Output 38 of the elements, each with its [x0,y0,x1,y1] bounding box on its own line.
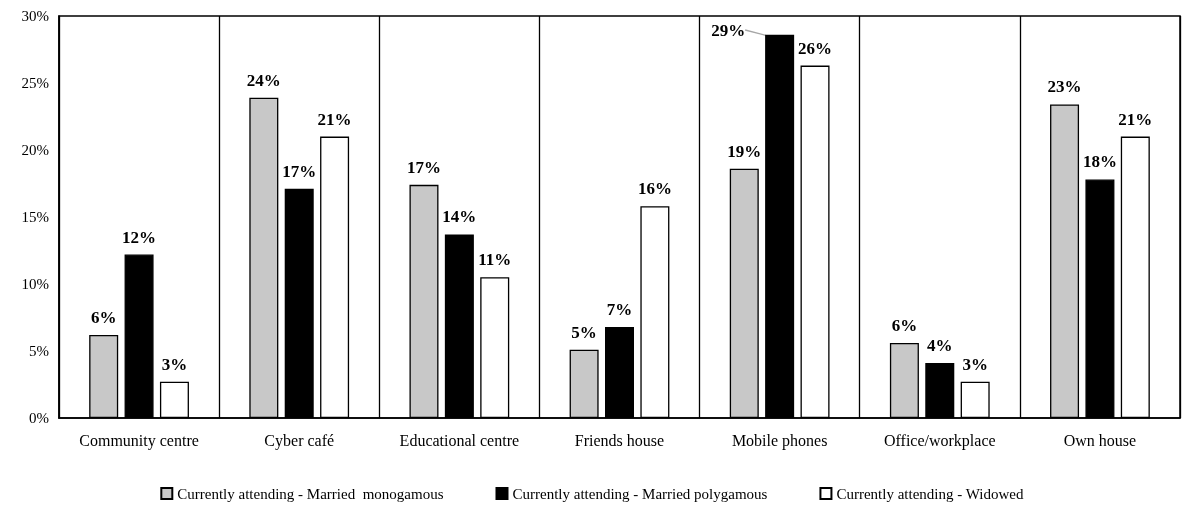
data-label: 3% [962,354,988,374]
data-label: 23% [1047,77,1082,97]
y-tick-label: 5% [29,343,49,359]
x-tick-label: Own house [1063,431,1137,449]
y-tick-label: 15% [21,209,49,225]
data-label: 6% [891,315,918,335]
data-label: 29% [711,20,746,40]
data-label: 4% [927,336,953,356]
data-label: 3% [161,354,188,374]
x-tick-label: Mobile phones [731,431,828,450]
x-tick-label: Cyber café [264,431,335,450]
y-tick-label: 30% [21,8,49,24]
data-label: 14% [442,207,477,227]
y-tick-label: 25% [21,75,49,91]
data-label: 17% [282,161,317,181]
y-tick-label: 20% [21,142,49,158]
x-tick-label: Educational centre [399,431,520,449]
data-label: 6% [90,307,117,327]
x-tick-label: Office/workplace [883,431,996,450]
y-tick-label: 0% [29,410,49,426]
legend-label: Currently attending - Married monogamous [177,485,444,502]
x-tick-label: Community centre [79,431,199,450]
data-label: 26% [798,38,833,58]
data-label: 19% [727,141,762,161]
legend-label: Currently attending - Widowed [836,485,1024,502]
data-label: 17% [406,157,441,177]
data-label: 18% [1082,152,1117,172]
legend-label: Currently attending - Married polygamous [512,485,768,502]
data-label: 24% [246,70,281,90]
data-label: 16% [637,179,672,199]
data-label: 21% [317,109,352,129]
data-label: 11% [478,250,512,270]
data-label: 12% [122,227,157,247]
data-label: 5% [571,322,597,342]
data-label: 7% [606,299,633,319]
data-label: 21% [1118,109,1153,129]
x-tick-label: Friends house [574,431,665,449]
y-tick-label: 10% [21,276,49,292]
